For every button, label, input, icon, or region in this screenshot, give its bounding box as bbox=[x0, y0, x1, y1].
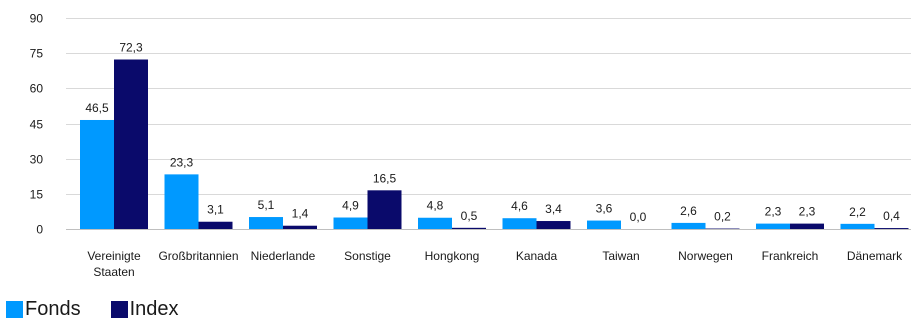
bar-fonds bbox=[840, 223, 875, 229]
legend-item-fonds: Fonds bbox=[6, 298, 81, 321]
data-label-index: 16,5 bbox=[373, 171, 397, 185]
category-label: Kanada bbox=[516, 249, 558, 263]
data-label-fonds: 4,6 bbox=[511, 199, 528, 213]
data-label-index: 3,4 bbox=[545, 202, 562, 216]
data-label-index: 0,2 bbox=[714, 210, 731, 224]
bar-fonds bbox=[164, 174, 199, 229]
data-label-fonds: 2,2 bbox=[849, 205, 866, 219]
category-label: Frankreich bbox=[762, 249, 819, 263]
category-label: Niederlande bbox=[251, 249, 316, 263]
bar-fonds bbox=[80, 119, 114, 229]
bar-index bbox=[367, 190, 402, 229]
data-label-fonds: 46,5 bbox=[85, 101, 109, 115]
bar-fonds bbox=[418, 217, 452, 229]
bar-fonds bbox=[249, 217, 283, 229]
bar-fonds bbox=[671, 222, 706, 229]
bar-index bbox=[114, 59, 148, 229]
legend-swatch-index bbox=[110, 301, 128, 318]
legend-swatch-fonds bbox=[6, 301, 23, 318]
data-label-fonds: 4,9 bbox=[342, 199, 359, 213]
y-tick-label: 15 bbox=[30, 188, 44, 202]
data-label-fonds: 4,8 bbox=[427, 199, 444, 213]
category-label: Taiwan bbox=[602, 249, 639, 263]
bar-index bbox=[283, 225, 317, 229]
data-label-fonds: 2,6 bbox=[680, 204, 697, 218]
data-label-index: 72,3 bbox=[119, 40, 143, 54]
data-label-fonds: 2,3 bbox=[765, 205, 782, 219]
data-label-index: 1,4 bbox=[292, 207, 309, 221]
bar-index bbox=[452, 227, 486, 229]
legend-item-index: Index bbox=[110, 298, 179, 321]
y-tick-label: 60 bbox=[30, 82, 44, 96]
y-tick-label: 45 bbox=[30, 118, 44, 132]
category-label: Sonstige bbox=[344, 249, 391, 263]
y-tick-label: 30 bbox=[30, 153, 44, 167]
category-label: Vereinigte Staaten bbox=[87, 249, 141, 279]
bar-fonds bbox=[756, 223, 790, 229]
data-label-index: 0,4 bbox=[883, 209, 900, 223]
bar-fonds bbox=[502, 218, 537, 229]
data-label-fonds: 5,1 bbox=[258, 198, 275, 212]
legend-label-index: Index bbox=[129, 298, 179, 320]
legend-label-fonds: Fonds bbox=[25, 298, 81, 320]
category-label: Dänemark bbox=[847, 249, 903, 263]
data-label-fonds: 3,6 bbox=[596, 202, 613, 216]
bar-fonds bbox=[587, 220, 621, 229]
data-label-index: 0,5 bbox=[461, 209, 478, 223]
legend: Fonds Index bbox=[6, 298, 179, 321]
data-label-index: 0,0 bbox=[630, 210, 647, 224]
bar-index bbox=[536, 221, 571, 229]
category-label: Hongkong bbox=[425, 249, 480, 263]
y-tick-label: 0 bbox=[36, 223, 43, 237]
category-label: Norwegen bbox=[678, 249, 733, 263]
bar-index bbox=[874, 228, 909, 229]
data-label-index: 3,1 bbox=[207, 203, 224, 217]
y-tick-label: 90 bbox=[30, 12, 44, 26]
data-label-index: 2,3 bbox=[799, 205, 816, 219]
bar-chart: 0 15 30 45 60 75 90 46,5 72,3 Vereinigte Staaten 23… bbox=[30, 12, 911, 279]
bar-index bbox=[198, 221, 233, 229]
y-tick-label: 75 bbox=[30, 47, 44, 61]
category-label: Großbritannien bbox=[158, 249, 238, 263]
bar-fonds bbox=[333, 217, 368, 229]
data-label-fonds: 23,3 bbox=[170, 155, 194, 169]
bar-index bbox=[790, 223, 824, 229]
